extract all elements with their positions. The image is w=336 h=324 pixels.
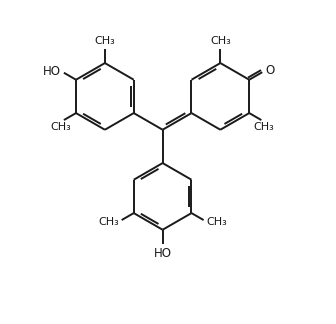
Text: CH₃: CH₃ [210, 36, 231, 46]
Text: HO: HO [43, 64, 61, 78]
Text: CH₃: CH₃ [206, 217, 227, 227]
Text: HO: HO [154, 247, 172, 260]
Text: CH₃: CH₃ [51, 122, 72, 132]
Text: CH₃: CH₃ [254, 122, 275, 132]
Text: CH₃: CH₃ [94, 36, 115, 46]
Text: CH₃: CH₃ [98, 217, 119, 227]
Text: O: O [265, 64, 275, 77]
